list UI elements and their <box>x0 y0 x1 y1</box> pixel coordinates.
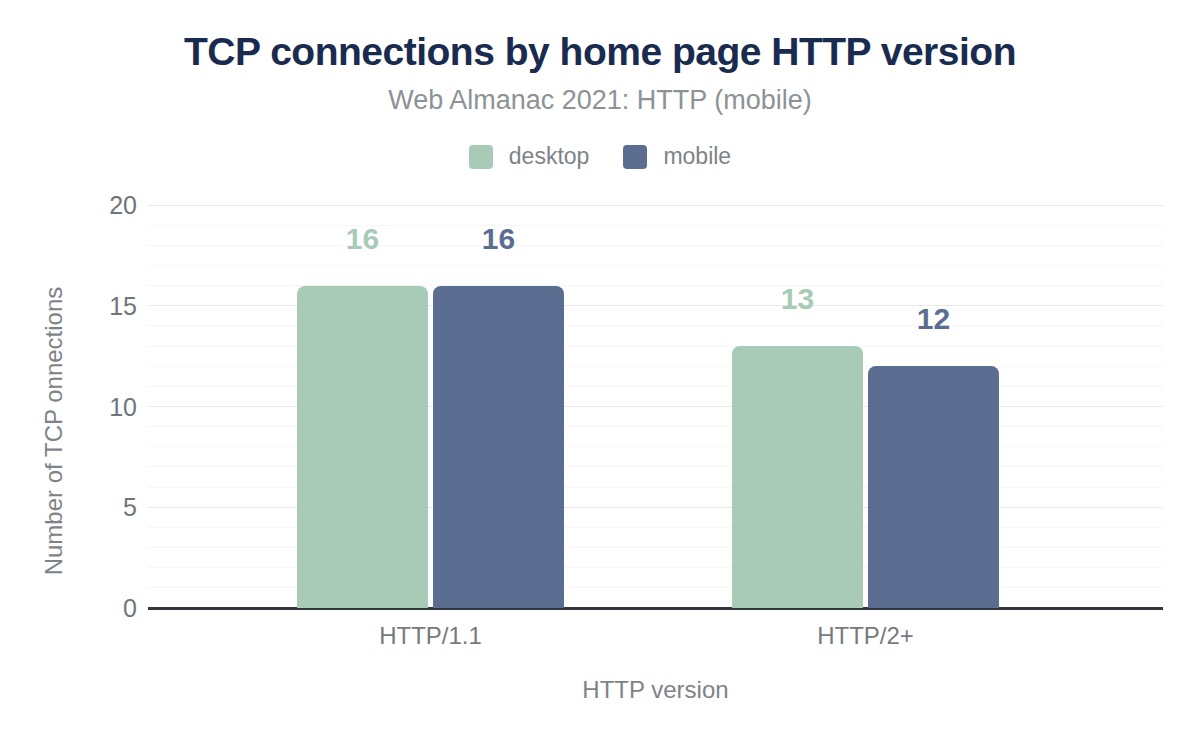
y-axis-title: Number of TCP onnections <box>40 287 68 576</box>
chart-title: TCP connections by home page HTTP versio… <box>0 30 1200 74</box>
x-tick-label: HTTP/1.1 <box>379 622 482 650</box>
y-tick-label: 10 <box>109 394 137 420</box>
plot-area: 05101520HTTP/1.11616HTTP/2+1312 <box>148 205 1163 608</box>
mobile-bar-value-label: 12 <box>868 304 999 334</box>
desktop-bar-value-label: 13 <box>732 284 863 314</box>
y-tick-label: 15 <box>109 293 137 319</box>
legend-swatch-desktop <box>469 145 493 169</box>
y-tick-label: 20 <box>109 192 137 218</box>
chart-subtitle: Web Almanac 2021: HTTP (mobile) <box>0 84 1200 116</box>
desktop-bar <box>297 286 428 608</box>
legend-item-mobile: mobile <box>623 143 731 170</box>
minor-gridline <box>148 265 1163 266</box>
x-axis-title: HTTP version <box>148 676 1163 704</box>
legend-item-desktop: desktop <box>469 143 590 170</box>
mobile-bar <box>433 286 564 608</box>
legend-swatch-mobile <box>623 145 647 169</box>
legend: desktop mobile <box>0 143 1200 170</box>
y-tick-label: 5 <box>123 494 137 520</box>
mobile-bar <box>868 366 999 608</box>
desktop-bar-value-label: 16 <box>297 224 428 254</box>
chart-figure: TCP connections by home page HTTP versio… <box>0 0 1200 742</box>
legend-label-desktop: desktop <box>509 143 590 170</box>
mobile-bar-value-label: 16 <box>433 224 564 254</box>
major-gridline <box>148 205 1163 206</box>
x-tick-label: HTTP/2+ <box>817 622 914 650</box>
legend-label-mobile: mobile <box>663 143 731 170</box>
desktop-bar <box>732 346 863 608</box>
y-tick-label: 0 <box>123 595 137 621</box>
